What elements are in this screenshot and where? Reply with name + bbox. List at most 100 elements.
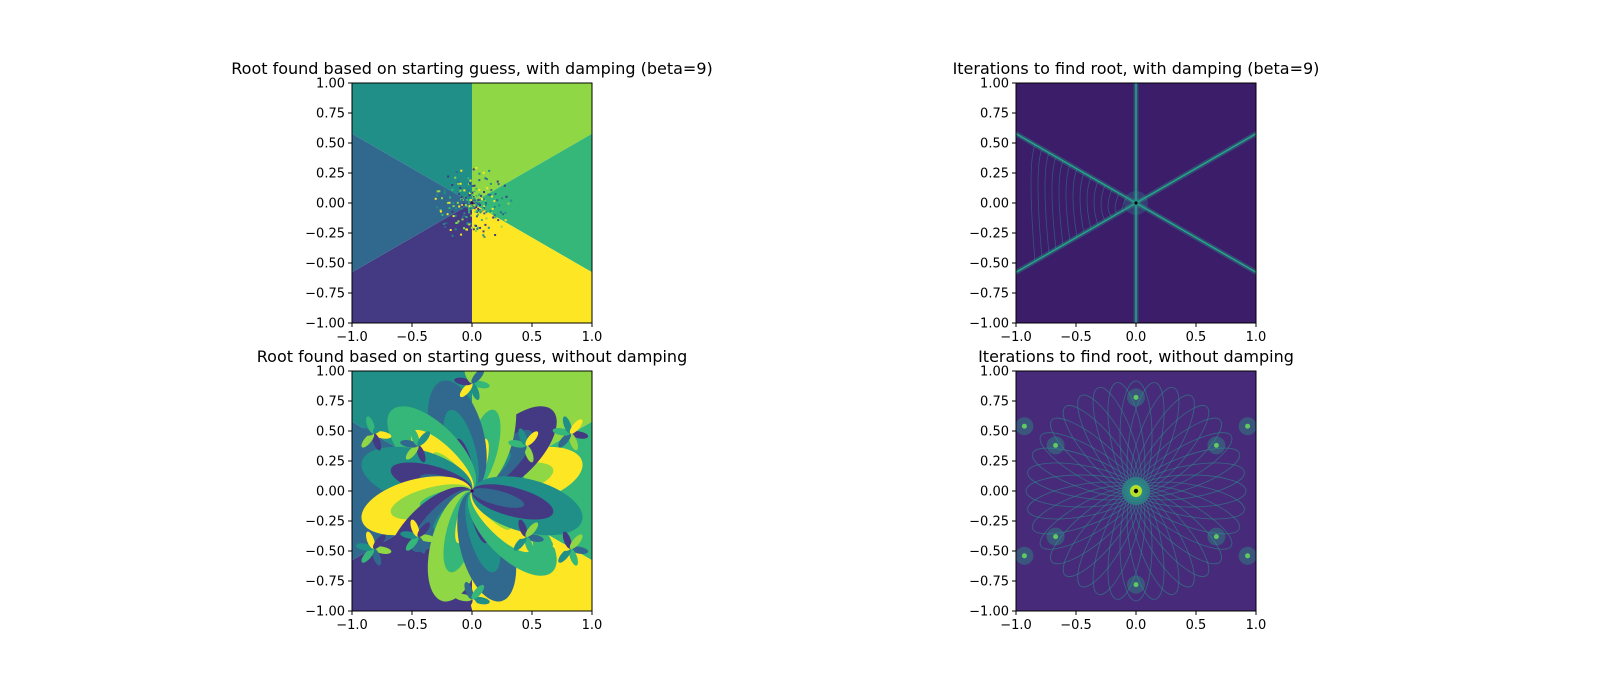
basin-speckle [459,182,462,185]
basin-speckle [469,179,472,182]
basin-mini-petal [410,428,420,446]
basin-speckle [468,223,471,226]
x-tick-label: 1.0 [582,330,603,345]
basin-speckle [454,228,457,231]
x-tick-label: −1.0 [1000,618,1032,633]
y-tick-label: 0.50 [980,425,1009,440]
basin-speckle [502,213,504,216]
basin-mini-petal [366,531,376,549]
basin-speckle [463,215,466,218]
basin-petal [471,488,525,508]
y-tick-label: −0.75 [969,575,1009,590]
basin-speckle [501,197,503,200]
basin-speckle [483,198,485,201]
basin-speckle [486,187,489,190]
x-tick-label: 0.0 [462,618,483,633]
basin-speckle [490,211,493,214]
basin-speckle [470,205,473,208]
basin-speckle [478,201,481,204]
feather-stroke [1100,184,1106,222]
basin-region [352,83,472,203]
basin-speckle [461,215,464,218]
hot-spot [1021,423,1027,429]
y-tick-label: −0.25 [305,515,345,530]
basin-speckle [477,198,480,201]
basin-speckle [473,204,476,206]
basin-speckle [482,185,485,188]
x-tick-label: −0.5 [396,330,428,345]
basin-speckle [470,199,473,202]
basin-speckle [457,220,460,223]
basin-speckle [483,236,486,239]
basin-speckle [493,214,496,217]
feather-stroke [1114,193,1120,214]
basin-speckle [474,202,477,204]
origin-marker [470,201,474,205]
feather-stroke [1051,156,1057,250]
basin-mini-petal [513,536,527,551]
feather-stroke [1121,197,1127,212]
basin-speckle [461,218,464,221]
basin-speckle [473,184,476,187]
basin-speckle [503,184,506,187]
y-axis: 1.00 0.75 0.50 0.25 0.00 −0.25 −0.50 −0.75 −1.00 [305,77,352,332]
basin-speckle [473,207,476,210]
basin-speckle [477,207,480,210]
x-tick-label: −1.0 [336,330,368,345]
basin-speckle [482,210,485,213]
basin-mini-petal [525,431,539,446]
x-tick-label: 0.5 [1186,330,1207,345]
y-tick-label: 0.75 [316,107,345,122]
basin-speckle [466,190,469,193]
basin-speckle [493,200,496,203]
y-tick-label: 0.75 [980,395,1009,410]
y-tick-label: 0.00 [980,197,1009,212]
basin-speckle [471,191,474,194]
y-tick-label: 0.25 [980,167,1009,182]
boundary-line [1135,202,1256,274]
y-tick-label: −1.00 [305,605,345,620]
basin-speckle [446,201,449,204]
basin-mini-petal [373,419,386,434]
panel-basins-undamped: Root found based on starting guess, with… [257,347,687,633]
basin-speckle [451,184,454,186]
y-axis: 1.00 0.75 0.50 0.25 0.00 −0.25 −0.50 −0.75 −1.00 [969,77,1016,332]
basin-mini-petal [366,416,376,434]
basin-speckle [482,171,485,174]
basin-speckle [478,179,481,182]
x-tick-label: 1.0 [1246,330,1267,345]
y-tick-label: 1.00 [980,365,1009,380]
y-tick-label: 0.25 [980,455,1009,470]
basin-speckle [484,188,487,191]
basin-speckle [474,196,477,199]
origin-marker [1134,201,1138,205]
basin-speckle [469,182,471,185]
basin-speckle [473,202,475,205]
boundary-line [1016,202,1137,274]
y-axis: 1.00 0.75 0.50 0.25 0.00 −0.25 −0.50 −0.75 −1.00 [969,365,1016,620]
basin-mini-petal [524,445,534,463]
basin-speckle [488,173,491,176]
basin-speckle [455,171,458,174]
basin-mini-petal [525,522,539,537]
basin-speckle [485,202,487,204]
basin-mini-petal [464,582,474,600]
basin-speckle [469,170,472,173]
basin-speckle [483,196,486,199]
y-tick-label: −0.50 [969,257,1009,272]
basin-speckle [478,172,481,175]
basin-speckle [436,190,439,193]
basin-speckle [470,194,473,197]
basin-speckle [470,226,473,229]
basin-speckle [459,187,462,190]
feather-stroke [1086,176,1092,230]
basin-speckle [472,196,475,198]
basin-speckle [461,198,464,201]
x-tick-label: −0.5 [1060,330,1092,345]
basin-speckle [460,169,463,172]
x-tick-label: 0.0 [1126,330,1147,345]
x-tick-label: 1.0 [582,618,603,633]
basin-speckle [449,229,452,231]
y-tick-label: 0.00 [316,485,345,500]
basin-speckle [485,204,487,206]
